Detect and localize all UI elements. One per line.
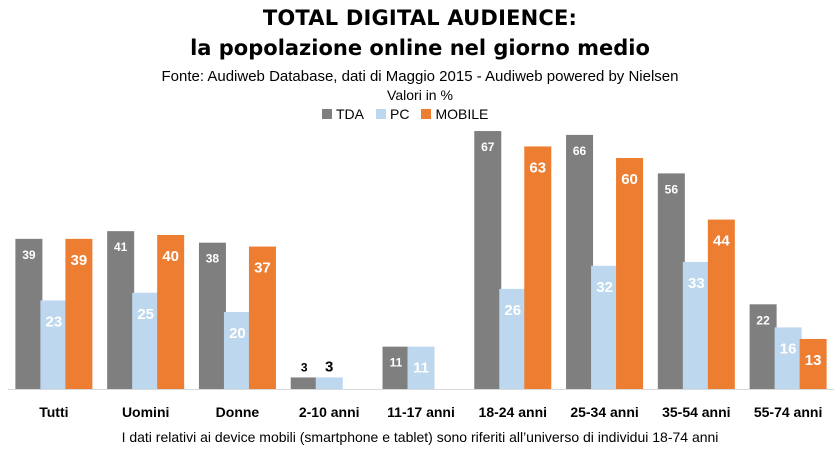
bar-pc <box>774 327 802 389</box>
legend-swatch-tda <box>322 109 332 119</box>
bar-tda <box>15 238 43 389</box>
data-label-pc: 26 <box>504 302 521 319</box>
legend-item-pc: PC <box>376 106 409 122</box>
data-label-pc: 3 <box>325 358 333 375</box>
bar-tda <box>107 231 135 389</box>
chart-title: TOTAL DIGITAL AUDIENCE: <box>262 6 578 30</box>
bar-tda <box>657 173 685 389</box>
bar-tda <box>566 134 594 389</box>
data-label-mobile: 13 <box>805 352 822 369</box>
legend-swatch-pc <box>376 109 386 119</box>
x-tick-label: 18-24 anni <box>479 404 547 420</box>
legend-swatch-mobile <box>421 109 432 119</box>
data-label-tda: 3 <box>301 360 308 374</box>
bar-mobile <box>799 338 827 389</box>
legend-label-tda: TDA <box>336 106 364 122</box>
data-label-mobile: 37 <box>254 260 271 277</box>
bar-pc <box>407 346 435 389</box>
bar-pc <box>591 265 619 389</box>
bar-mobile <box>524 146 552 389</box>
data-label-tda: 66 <box>573 144 587 158</box>
chart-footnote: I dati relativi ai device mobili (smartp… <box>121 429 719 445</box>
data-label-pc: 32 <box>596 279 613 296</box>
bar-mobile <box>157 235 185 389</box>
data-label-pc: 25 <box>137 306 154 323</box>
x-tick-label: Donne <box>216 404 260 420</box>
bar-tda <box>749 304 777 389</box>
bar-pc <box>682 261 710 389</box>
data-label-pc: 11 <box>413 360 429 377</box>
data-label-tda: 11 <box>390 356 403 370</box>
chart-subtitle: la popolazione online nel giorno medio <box>190 36 650 60</box>
bar-pc <box>40 300 68 389</box>
bar-mobile <box>616 158 644 389</box>
data-label-tda: 67 <box>481 140 495 154</box>
x-tick-label: 2-10 anni <box>299 404 360 420</box>
chart-units: Valori in % <box>387 87 453 103</box>
x-tick-label: 35-54 anni <box>662 404 730 420</box>
x-tick-label: 25-34 anni <box>570 404 638 420</box>
legend-label-pc: PC <box>390 106 410 122</box>
x-tick-label: 11-17 anni <box>387 404 455 420</box>
data-label-tda: 38 <box>206 252 220 266</box>
legend-item-tda: TDA <box>322 106 364 122</box>
data-label-pc: 23 <box>46 313 63 330</box>
x-tick-label: Uomini <box>122 404 169 420</box>
data-label-mobile: 39 <box>71 252 88 269</box>
bar-tda <box>198 242 226 389</box>
data-label-mobile: 44 <box>713 233 730 250</box>
bar-pc <box>132 292 160 389</box>
data-label-mobile: 60 <box>621 171 638 188</box>
bar-pc <box>223 312 251 389</box>
data-label-tda: 39 <box>22 248 36 262</box>
data-label-mobile: 63 <box>529 159 546 176</box>
data-label-pc: 16 <box>780 340 797 357</box>
legend-item-mobile: MOBILE <box>421 106 488 122</box>
bar-pc <box>315 377 343 389</box>
bar-tda <box>290 377 318 389</box>
bar-tda <box>382 346 410 389</box>
bar-mobile <box>707 219 735 389</box>
bar-tda <box>474 131 502 390</box>
data-label-tda: 22 <box>756 313 770 327</box>
bar-mobile <box>248 246 276 389</box>
bar-mobile <box>65 238 93 389</box>
data-label-pc: 20 <box>229 325 246 342</box>
chart-legend: TDA PC MOBILE <box>322 106 500 122</box>
legend-label-mobile: MOBILE <box>435 106 489 122</box>
data-label-mobile: 40 <box>162 248 179 265</box>
data-label-tda: 41 <box>114 240 128 254</box>
x-tick-label: Tutti <box>39 404 68 420</box>
data-label-tda: 56 <box>665 182 679 196</box>
chart-source: Fonte: Audiweb Database, dati di Maggio … <box>161 68 679 85</box>
x-tick-label: 55-74 anni <box>754 404 822 420</box>
data-label-pc: 33 <box>688 275 705 292</box>
bar-pc <box>499 288 527 389</box>
